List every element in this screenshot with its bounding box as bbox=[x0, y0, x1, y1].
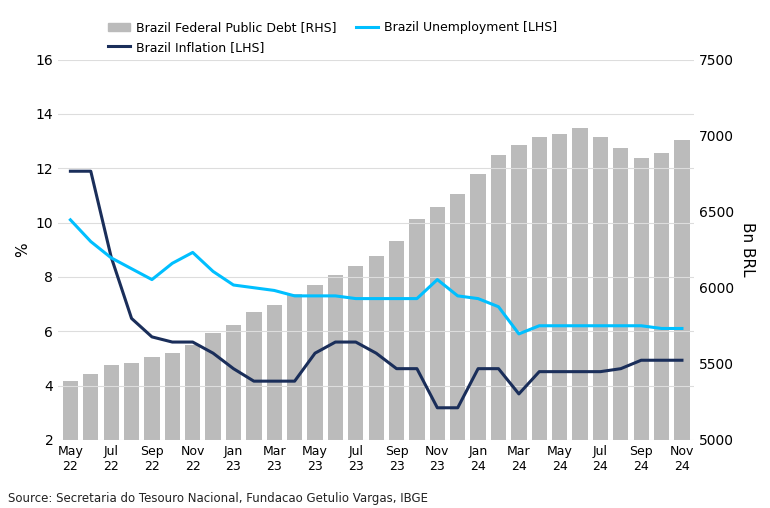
Bar bbox=[389, 241, 404, 508]
Bar bbox=[287, 294, 303, 508]
Bar bbox=[470, 174, 486, 508]
Bar bbox=[144, 357, 159, 508]
Bar bbox=[531, 137, 547, 508]
Bar bbox=[430, 207, 445, 508]
Bar bbox=[124, 363, 139, 508]
Bar bbox=[165, 353, 180, 508]
Bar bbox=[348, 266, 363, 508]
Bar bbox=[634, 157, 649, 508]
Legend: Brazil Federal Public Debt [RHS], Brazil Inflation [LHS], Brazil Unemployment [L: Brazil Federal Public Debt [RHS], Brazil… bbox=[102, 16, 562, 58]
Text: Source: Secretaria do Tesouro Nacional, Fundacao Getulio Vargas, IBGE: Source: Secretaria do Tesouro Nacional, … bbox=[8, 492, 427, 505]
Bar bbox=[572, 128, 588, 508]
Bar bbox=[593, 137, 608, 508]
Y-axis label: %: % bbox=[15, 242, 30, 257]
Bar bbox=[511, 145, 527, 508]
Bar bbox=[62, 382, 78, 508]
Bar bbox=[654, 153, 669, 508]
Bar bbox=[185, 345, 200, 508]
Bar bbox=[552, 134, 567, 508]
Bar bbox=[369, 256, 383, 508]
Bar bbox=[490, 155, 506, 508]
Bar bbox=[226, 325, 241, 508]
Bar bbox=[613, 148, 628, 508]
Y-axis label: Bn BRL: Bn BRL bbox=[740, 223, 755, 277]
Bar bbox=[206, 333, 221, 508]
Bar bbox=[307, 284, 323, 508]
Bar bbox=[83, 374, 99, 508]
Bar bbox=[328, 275, 343, 508]
Bar bbox=[410, 218, 424, 508]
Bar bbox=[103, 365, 119, 508]
Bar bbox=[450, 194, 465, 508]
Bar bbox=[266, 305, 282, 508]
Bar bbox=[675, 140, 690, 508]
Bar bbox=[246, 312, 262, 508]
